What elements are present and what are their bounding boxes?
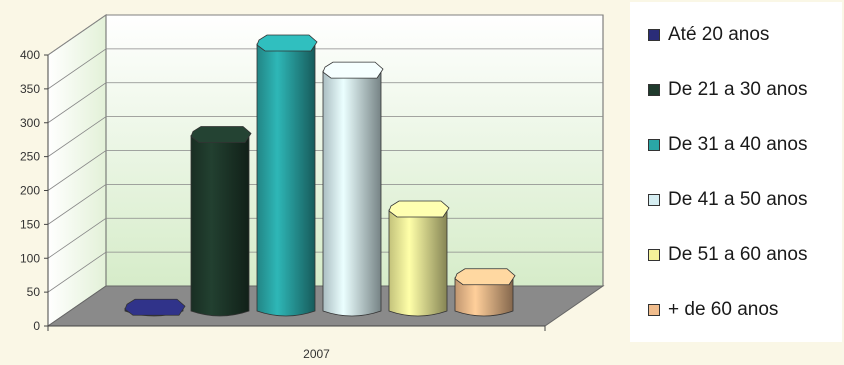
legend-swatch [648,139,660,151]
legend-label: Até 20 anos [668,24,770,45]
bar [388,200,450,317]
bar [322,61,384,317]
bar-cap [124,298,186,316]
bar-body [190,135,250,317]
y-tick-label: 400 [20,48,40,62]
legend-item: De 21 a 30 anos [648,79,807,101]
gridline [47,48,603,90]
gridline [47,183,603,225]
gridline [47,116,603,157]
legend-label: De 51 a 60 anos [668,244,808,265]
bars-group [124,34,516,317]
bar-cap [388,200,450,218]
legend-label: De 21 a 30 anos [668,79,808,100]
x-tick-label: 2007 [303,347,330,361]
legend-item: + de 60 anos [648,299,778,321]
legend-swatch [648,249,660,261]
bar-cap [190,126,252,143]
legend-item: De 31 a 40 anos [648,134,807,156]
bar-body [454,277,514,317]
bar [124,298,186,317]
legend-item: De 41 a 50 anos [648,189,807,211]
legend-swatch [648,304,660,316]
legend-item: Até 20 anos [648,24,769,46]
y-tick-label: 250 [20,150,40,164]
y-tick-label: 300 [20,116,40,130]
bar [190,126,252,317]
bar [256,34,318,317]
legend-swatch [648,194,660,206]
bar-body [256,43,316,317]
legend-label: De 31 a 40 anos [668,134,808,155]
gridline [47,14,603,56]
bar-body [322,70,382,317]
y-tick-label: 50 [27,285,41,299]
y-tick-label: 100 [20,251,40,265]
bar-body [388,209,448,317]
y-tick-label: 0 [33,319,40,333]
bar-cap [322,61,384,79]
bar-cap [454,268,516,286]
y-tick-label: 350 [20,82,40,96]
legend-swatch [648,84,660,96]
gridline [47,82,603,124]
legend: Até 20 anos De 21 a 30 anos De 31 a 40 a… [630,2,842,342]
y-tick-label: 200 [20,184,40,198]
legend-swatch [648,29,660,41]
legend-label: De 41 a 50 anos [668,189,808,210]
bar-cap [256,34,318,52]
axis-labels: 0 50 100 150 200 250 300 350 400 2007 [20,48,546,361]
gridline [47,150,603,191]
y-tick-label: 150 [20,217,40,231]
legend-label: + de 60 anos [668,299,779,320]
legend-item: De 51 a 60 anos [648,244,807,266]
bar [454,268,516,317]
